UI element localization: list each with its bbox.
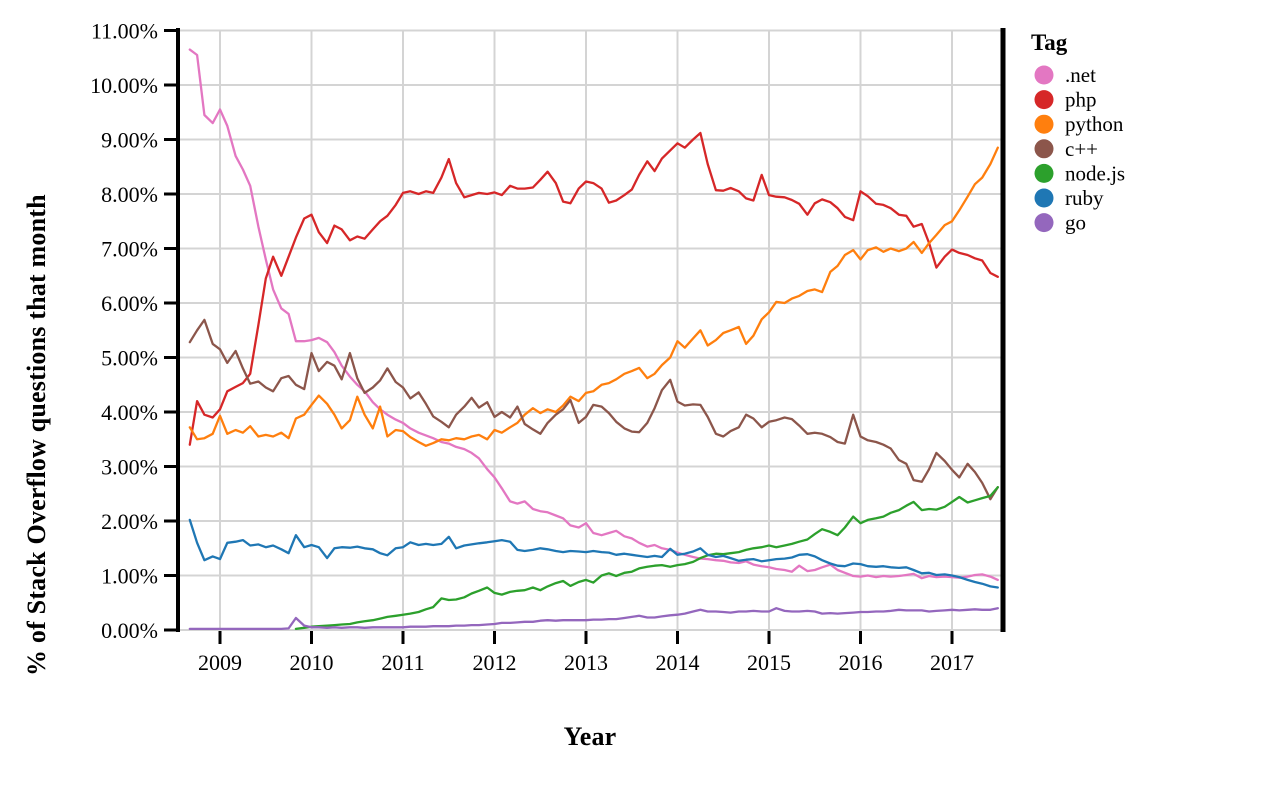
x-tick-label: 2012: [473, 650, 517, 675]
legend-label-php: php: [1065, 88, 1097, 112]
x-tick-label: 2017: [930, 650, 974, 675]
legend-label-python: python: [1065, 112, 1124, 136]
x-tick-label: 2009: [198, 650, 242, 675]
legend-label-c: c++: [1065, 137, 1098, 161]
axes-spines: [176, 28, 1006, 632]
series-line-c: [188, 318, 999, 501]
x-tick-label: 2013: [564, 650, 608, 675]
legend-swatch-nodejs: [1034, 163, 1054, 183]
legend-swatch-python: [1034, 114, 1054, 134]
legend-swatch-go: [1034, 213, 1054, 233]
y-axis-title: % of Stack Overflow questions that month: [22, 194, 51, 676]
x-tick-label: 2010: [290, 650, 334, 675]
y-tick-label: 2.00%: [101, 509, 158, 534]
ticks: [164, 29, 954, 644]
x-tick-label: 2011: [381, 650, 424, 675]
y-tick-label: 5.00%: [101, 346, 158, 371]
legend-label-go: go: [1065, 211, 1086, 235]
x-tick-label: 2014: [656, 650, 700, 675]
legend-label-net: .net: [1065, 63, 1096, 87]
series-line-python: [188, 146, 999, 447]
legend-label-nodejs: node.js: [1065, 161, 1125, 185]
y-tick-label: 9.00%: [101, 128, 158, 153]
gridlines: [178, 29, 1001, 631]
y-tick-label: 8.00%: [101, 182, 158, 207]
series-line-php: [188, 131, 999, 446]
x-tick-label: 2016: [839, 650, 883, 675]
series-lines: [188, 48, 999, 631]
legend-title: Tag: [1031, 30, 1068, 55]
legend-label-ruby: ruby: [1065, 186, 1104, 210]
legend-swatch-php: [1034, 90, 1054, 110]
y-tick-label: 11.00%: [91, 19, 158, 44]
series-line-ruby: [188, 518, 999, 589]
legend-swatch-net: [1034, 65, 1054, 85]
y-tick-label: 4.00%: [101, 400, 158, 425]
x-tick-label: 2015: [747, 650, 791, 675]
y-tick-label: 3.00%: [101, 455, 158, 480]
y-tick-label: 6.00%: [101, 291, 158, 316]
series-line-go: [188, 607, 999, 631]
y-tick-label: 7.00%: [101, 237, 158, 262]
y-tick-label: 1.00%: [101, 564, 158, 589]
series-line-net: [188, 48, 999, 582]
y-tick-label: 0.00%: [101, 618, 158, 643]
legend-swatch-ruby: [1034, 188, 1054, 208]
y-tick-label: 10.00%: [90, 73, 158, 98]
legend-swatch-c: [1034, 139, 1054, 159]
x-axis-title: Year: [563, 722, 617, 751]
series-line-nodejs: [294, 486, 999, 631]
